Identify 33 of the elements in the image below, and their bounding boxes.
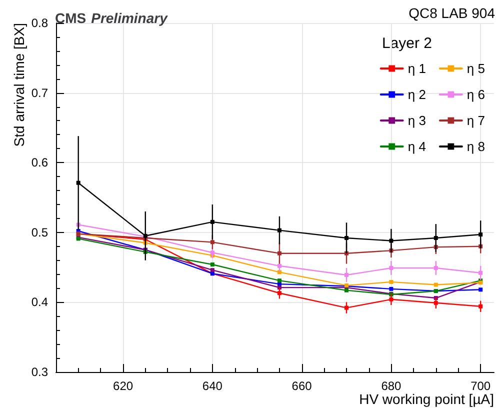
point [434,282,438,287]
point [344,288,349,292]
y-tick-label: 0.6 [31,156,48,170]
point [478,288,483,292]
point [277,270,282,274]
point [389,280,394,284]
legend-label: η 7 [466,113,486,128]
y-tick-label: 0.7 [31,86,48,100]
chart-title: CMS Preliminary [55,10,169,26]
legend-label: η 2 [408,87,426,102]
legend-label: η 8 [466,139,486,154]
x-axis-title: HV working point [µA] [359,391,494,407]
y-tick-label: 0.8 [31,16,48,30]
text: QC8 LAB 904 [408,5,496,21]
point [389,286,394,291]
x-tick-label: 640 [202,379,223,393]
legend-label: η 1 [408,61,426,76]
y-tick-label: 0.5 [31,225,48,240]
legend-label: η 5 [466,61,486,76]
point [277,278,282,283]
point [210,262,214,267]
x-tick-label: 680 [381,379,402,393]
legend-label: η 4 [408,139,426,154]
legend-title: Layer 2 [382,35,432,52]
x-tick-label: 700 [470,379,491,393]
x-tick-label: 620 [113,379,134,393]
y-axis-title: Std arrival time [BX] [11,23,27,147]
legend-label: η 3 [408,113,426,128]
y-tick-label: 0.3 [31,365,48,379]
y-tick-label: 0.4 [31,295,48,310]
x-tick-label: 660 [292,379,312,393]
legend-label: η 6 [466,87,486,102]
point [210,268,214,272]
